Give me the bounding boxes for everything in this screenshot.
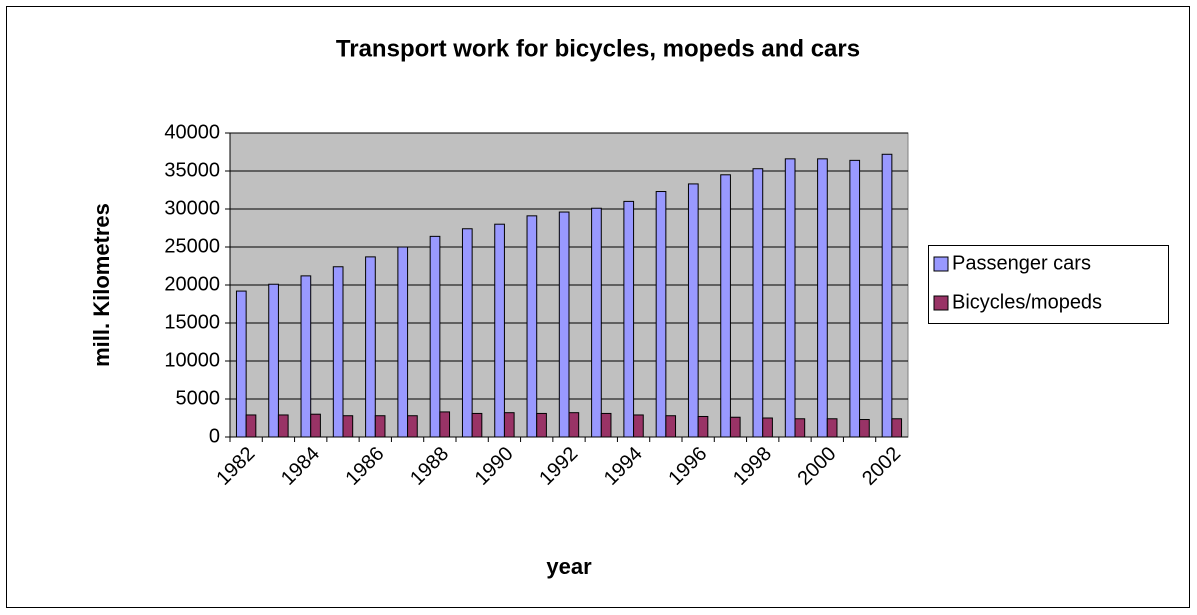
bar — [558, 211, 570, 438]
bar — [342, 415, 354, 438]
bar — [881, 153, 893, 438]
bar — [762, 417, 773, 438]
bar — [536, 412, 547, 438]
bar — [471, 412, 483, 438]
bar — [503, 412, 515, 438]
y-tick-label: 0 — [209, 425, 220, 447]
y-tick-label: 40000 — [164, 121, 220, 143]
bar — [849, 159, 861, 438]
legend-label: Passenger cars — [952, 252, 1091, 274]
y-tick-label: 25000 — [164, 235, 220, 257]
bar — [374, 415, 386, 438]
bar — [891, 418, 903, 438]
y-tick-label: 15000 — [164, 311, 220, 333]
bar — [600, 412, 612, 438]
bar — [568, 412, 580, 438]
legend-swatch — [933, 256, 949, 272]
bar — [235, 290, 247, 438]
bar — [245, 414, 257, 438]
bar — [407, 415, 418, 438]
y-tick-label: 5000 — [176, 387, 221, 409]
bar — [365, 256, 376, 438]
bar — [268, 283, 279, 438]
bar — [697, 415, 709, 438]
y-tick-label: 35000 — [164, 159, 220, 181]
bar — [461, 228, 473, 438]
bar — [277, 414, 289, 438]
legend — [928, 245, 1169, 324]
y-tick-label: 20000 — [164, 273, 220, 295]
bar — [591, 207, 602, 438]
bar — [300, 275, 312, 438]
bar — [826, 418, 838, 438]
chart-title: Transport work for bicycles, mopeds and … — [336, 35, 860, 62]
bar — [429, 235, 441, 438]
bar — [752, 168, 764, 438]
bar — [439, 411, 451, 438]
y-tick-label: 30000 — [164, 197, 220, 219]
bar — [633, 414, 644, 438]
legend-swatch — [933, 295, 949, 311]
bar — [784, 158, 796, 438]
x-axis-title: year — [546, 554, 592, 579]
bar — [310, 413, 321, 438]
bar — [720, 174, 731, 438]
bar — [526, 215, 538, 438]
bar — [687, 183, 699, 438]
bar — [729, 416, 741, 438]
legend-label: Bicycles/mopeds — [952, 291, 1102, 313]
bar — [332, 266, 344, 438]
bar — [494, 223, 505, 438]
bar — [665, 415, 677, 438]
bar — [859, 419, 870, 438]
y-tick-label: 10000 — [164, 349, 220, 371]
bar — [794, 418, 806, 438]
bar — [655, 191, 667, 438]
bar — [623, 200, 635, 438]
bar — [817, 158, 828, 438]
bar — [397, 246, 409, 438]
y-axis-title: mill. Kilometres — [89, 203, 114, 367]
